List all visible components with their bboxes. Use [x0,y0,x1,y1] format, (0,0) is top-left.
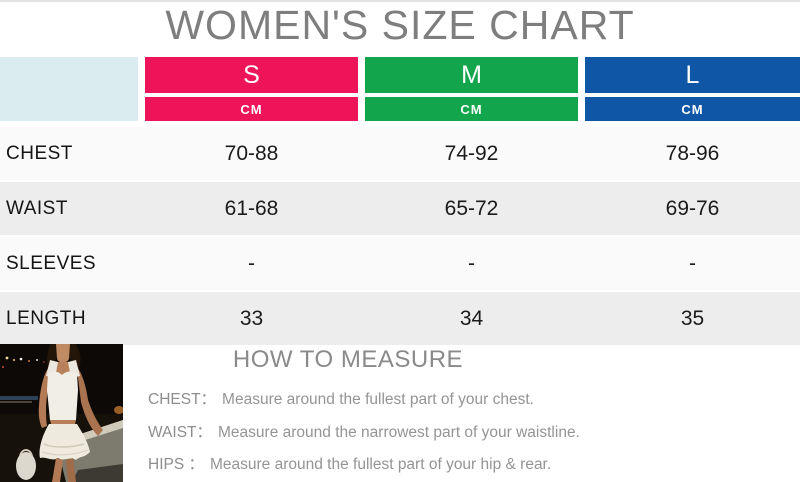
row-value-s: 61-68 [224,196,279,220]
unit-cell-m: CM [365,97,578,121]
row-value-m: - [468,251,475,275]
row-value-s: - [248,251,255,275]
row-label: LENGTH [6,307,87,329]
row-label: CHEST [6,142,73,164]
size-header-l: L [585,57,800,93]
model-photo [0,344,123,482]
instruction-hips: HIPS ： Measure around the fullest part of… [148,452,551,474]
instruction-label: CHEST： [148,391,217,408]
row-value-s: 70-88 [224,141,279,165]
instruction-label: WAIST： [148,424,213,441]
row-value-m: 65-72 [444,196,499,220]
instruction-text: Measure around the fullest part of your … [209,456,552,473]
row-value-m: 34 [459,306,484,330]
table-row-length: LENGTH 33 34 35 [0,292,800,345]
instruction-chest: CHEST： Measure around the fullest part of… [148,387,534,409]
row-value-l: 35 [680,306,705,330]
unit-cell-l: CM [585,97,800,121]
table-row-chest: CHEST 70-88 74-92 78-96 [0,127,800,180]
corner-cell [0,57,138,121]
row-label: SLEEVES [6,252,97,274]
page-title: WOMEN'S SIZE CHART [165,2,635,48]
row-value-l: 69-76 [665,196,720,220]
instruction-text: Measure around the narrowest part of you… [218,424,580,441]
row-label: WAIST [6,197,68,219]
size-header-s: S [145,57,358,93]
table-row-waist: WAIST 61-68 65-72 69-76 [0,182,800,235]
instruction-label: HIPS ： [148,456,204,473]
size-header: S M L CM CM CM [0,57,800,121]
instruction-waist: WAIST： Measure around the narrowest part … [148,420,580,442]
top-divider [0,0,800,2]
row-value-l: - [689,251,696,275]
row-value-s: 33 [239,306,264,330]
how-to-measure-title: HOW TO MEASURE [232,346,464,373]
row-value-l: 78-96 [665,141,720,165]
size-table-body: CHEST 70-88 74-92 78-96 WAIST 61-68 65-7… [0,127,800,347]
instruction-text: Measure around the fullest part of your … [222,391,534,408]
unit-cell-s: CM [145,97,358,121]
table-row-sleeves: SLEEVES - - - [0,237,800,290]
size-header-m: M [365,57,578,93]
row-value-m: 74-92 [444,141,499,165]
